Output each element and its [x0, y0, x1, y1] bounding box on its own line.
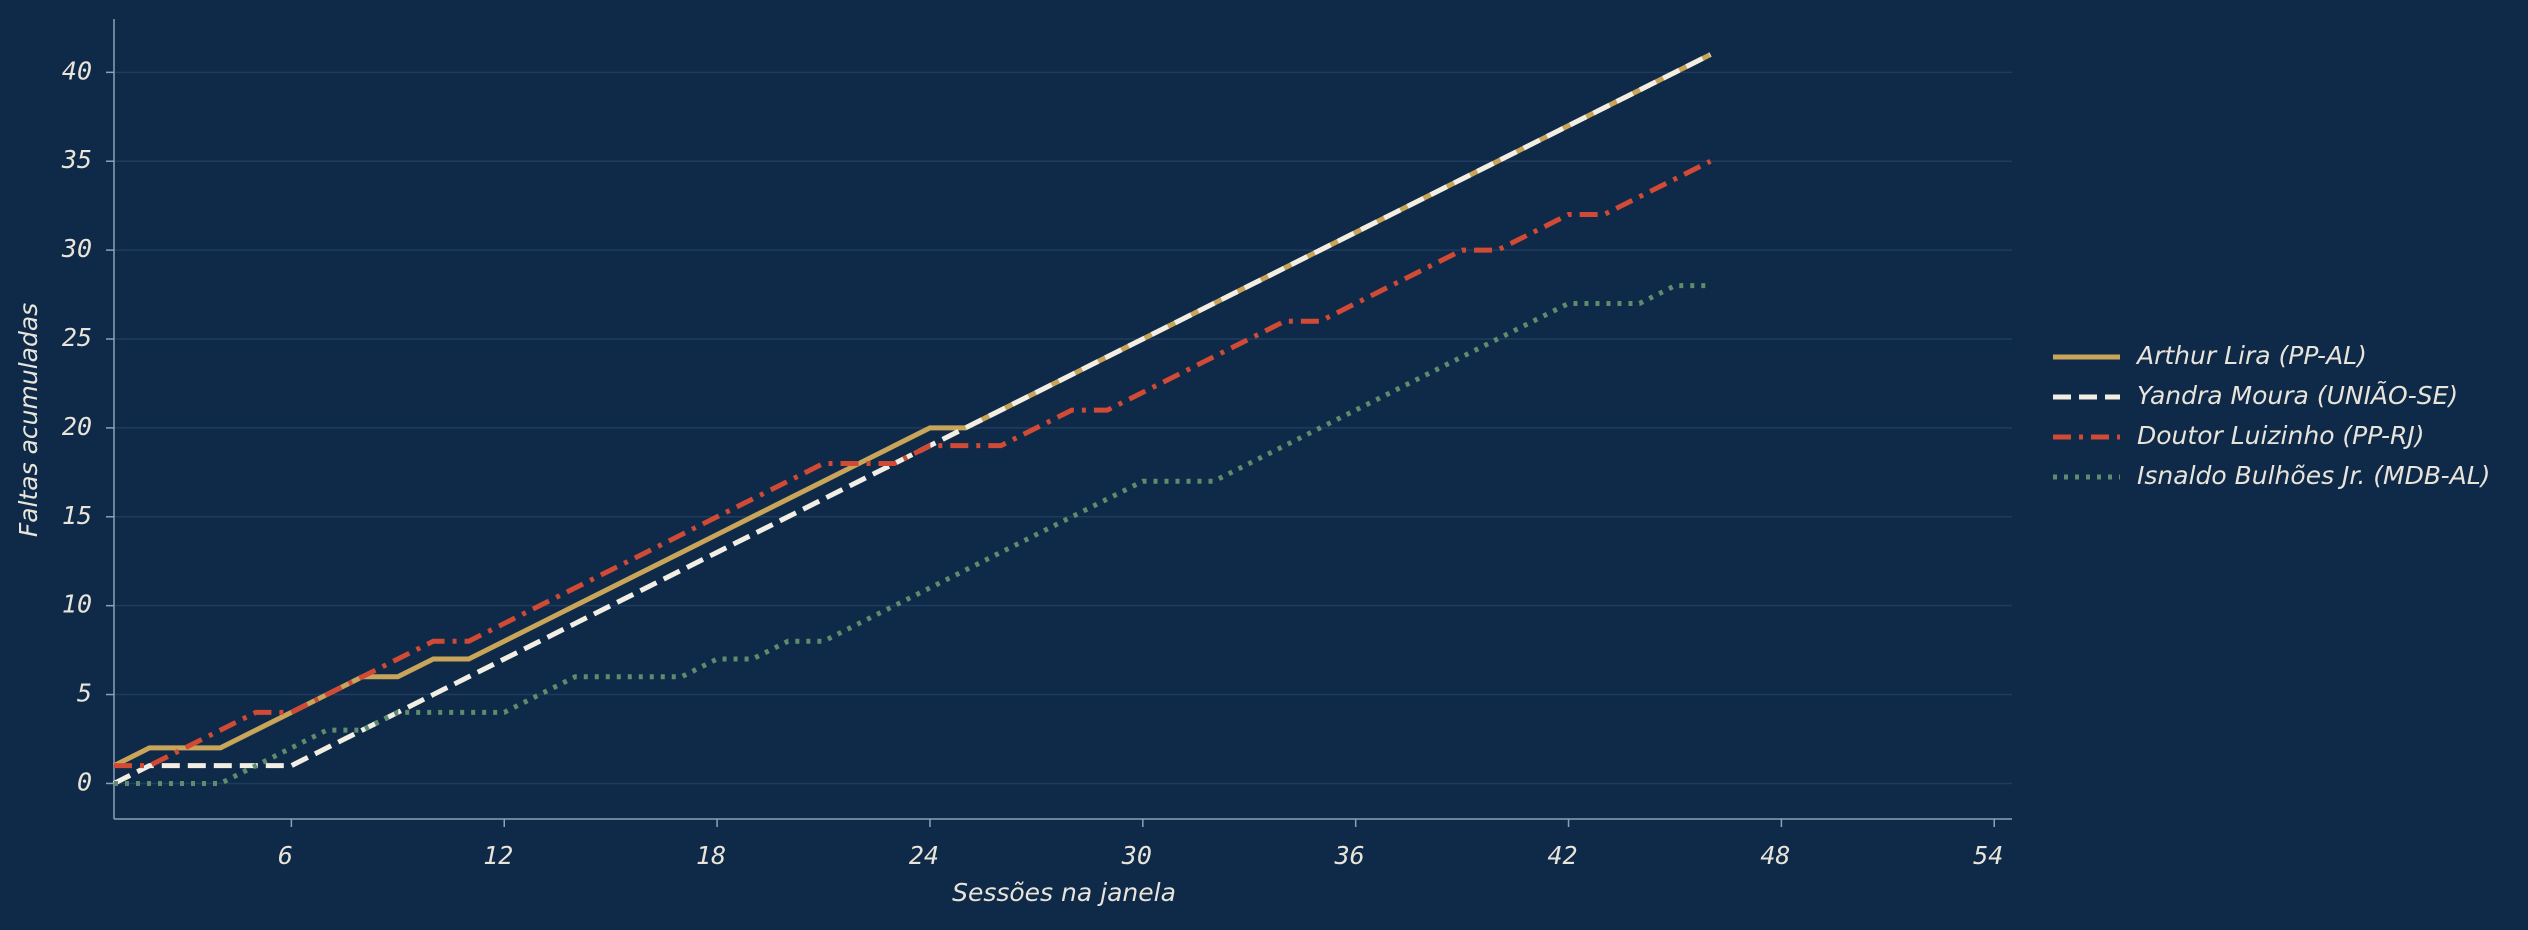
y-tick-label: 35 [61, 145, 92, 174]
y-tick-label: 40 [62, 56, 92, 85]
y-tick-label: 20 [62, 412, 92, 441]
x-tick-label: 36 [1334, 841, 1365, 870]
x-tick-label: 18 [696, 841, 726, 870]
y-tick-label: 25 [62, 323, 92, 352]
x-tick-label: 30 [1121, 841, 1152, 870]
y-tick-label: 15 [62, 501, 92, 530]
x-tick-label: 24 [909, 841, 939, 870]
x-tick-label: 42 [1547, 841, 1577, 870]
y-tick-label: 30 [61, 234, 92, 263]
y-tick-label: 10 [62, 590, 92, 619]
legend-label: Yandra Moura (UNIÃO-SE) [2137, 380, 2458, 410]
legend-label: Isnaldo Bulhões Jr. (MDB-AL) [2137, 461, 2490, 490]
series-line [112, 52, 1712, 786]
x-tick-label: 54 [1973, 841, 2003, 870]
y-tick-label: 0 [77, 767, 92, 796]
x-tick-label: 6 [278, 841, 293, 870]
y-axis-label: Faltas acumuladas [14, 303, 43, 537]
legend-label: Arthur Lira (PP-AL) [2135, 341, 2367, 370]
legend-label: Doutor Luizinho (PP-RJ) [2137, 421, 2425, 450]
x-tick-label: 48 [1760, 841, 1790, 870]
y-tick-label: 5 [77, 679, 92, 708]
series-line [114, 158, 1712, 769]
x-axis-label: Sessões na janela [952, 878, 1176, 907]
x-tick-label: 12 [483, 841, 513, 870]
